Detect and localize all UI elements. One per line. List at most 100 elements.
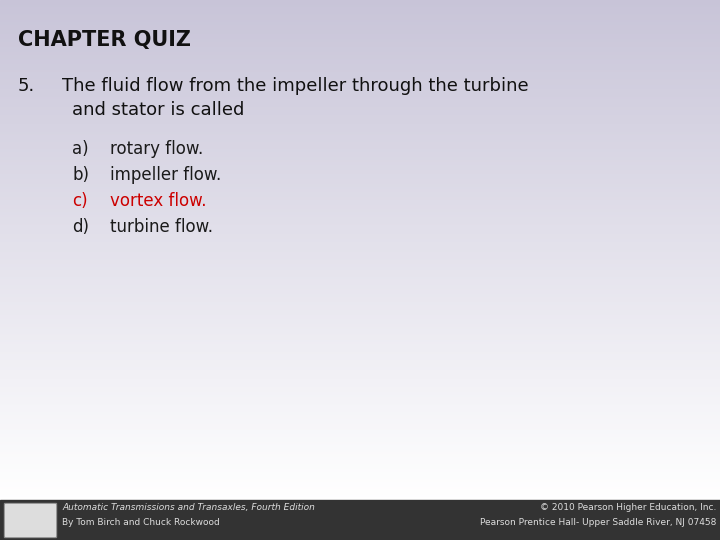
Bar — [0, 334, 720, 336]
Bar — [0, 231, 720, 233]
Bar — [0, 398, 720, 400]
Bar — [0, 440, 720, 442]
Bar — [0, 375, 720, 377]
Bar — [0, 389, 720, 392]
Bar — [0, 159, 720, 161]
Bar — [0, 248, 720, 250]
Bar — [0, 249, 720, 252]
Bar — [0, 293, 720, 295]
Bar — [0, 139, 720, 141]
Text: rotary flow.: rotary flow. — [110, 140, 203, 158]
Bar — [0, 441, 720, 443]
Bar — [0, 131, 720, 133]
Bar — [0, 98, 720, 100]
Bar — [0, 118, 720, 120]
Bar — [0, 358, 720, 360]
Text: 5.: 5. — [18, 77, 35, 95]
Bar — [0, 226, 720, 228]
Bar — [0, 265, 720, 267]
Bar — [0, 113, 720, 115]
Bar — [0, 48, 720, 50]
Bar — [0, 384, 720, 387]
Bar — [0, 153, 720, 155]
Bar — [0, 170, 720, 172]
Bar — [0, 28, 720, 30]
Bar — [0, 345, 720, 347]
Bar — [0, 294, 720, 296]
Bar — [0, 18, 720, 20]
Bar — [0, 138, 720, 140]
Bar — [0, 391, 720, 393]
Bar — [0, 150, 720, 152]
Bar — [0, 44, 720, 46]
Bar — [0, 261, 720, 264]
Bar — [0, 166, 720, 168]
Bar — [0, 146, 720, 148]
Bar — [0, 424, 720, 427]
Bar — [0, 403, 720, 405]
Bar — [0, 145, 720, 147]
Bar — [0, 404, 720, 407]
Bar — [0, 383, 720, 385]
Bar — [0, 165, 720, 167]
Bar — [0, 141, 720, 143]
Bar — [0, 480, 720, 482]
Bar — [0, 223, 720, 225]
Bar — [0, 125, 720, 127]
Bar — [0, 478, 720, 480]
Bar — [0, 388, 720, 390]
Bar — [0, 401, 720, 403]
Bar — [0, 395, 720, 397]
Bar — [0, 386, 720, 388]
Bar — [0, 346, 720, 348]
Bar — [0, 278, 720, 280]
Bar — [0, 448, 720, 450]
Bar — [0, 438, 720, 440]
Bar — [0, 213, 720, 215]
Bar — [0, 303, 720, 305]
Bar — [0, 256, 720, 258]
Bar — [0, 340, 720, 342]
Bar — [0, 71, 720, 73]
Bar — [0, 64, 720, 66]
Bar — [0, 103, 720, 105]
Bar — [0, 190, 720, 192]
Bar — [0, 466, 720, 468]
Bar — [0, 178, 720, 180]
Bar — [0, 158, 720, 160]
Bar — [0, 24, 720, 26]
Bar — [0, 238, 720, 240]
Bar — [0, 361, 720, 363]
Bar — [0, 8, 720, 10]
Bar — [0, 418, 720, 420]
Bar — [0, 210, 720, 212]
Bar — [0, 376, 720, 379]
Bar — [0, 473, 720, 475]
Bar — [0, 266, 720, 268]
Bar — [0, 286, 720, 288]
Bar — [0, 94, 720, 97]
Bar — [0, 305, 720, 307]
Bar — [0, 31, 720, 33]
Bar — [0, 208, 720, 210]
Bar — [0, 66, 720, 69]
Bar — [0, 46, 720, 49]
Bar — [0, 179, 720, 181]
Bar — [0, 331, 720, 333]
Bar — [0, 106, 720, 109]
Bar — [0, 323, 720, 325]
Bar — [0, 116, 720, 118]
Bar — [0, 13, 720, 15]
Bar — [0, 241, 720, 244]
Bar — [0, 475, 720, 477]
Bar — [0, 396, 720, 399]
Bar — [0, 176, 720, 178]
Bar — [0, 489, 720, 491]
Bar — [0, 21, 720, 23]
Bar — [0, 461, 720, 463]
Bar — [0, 348, 720, 350]
Bar — [0, 211, 720, 213]
Bar — [0, 413, 720, 415]
Bar — [0, 236, 720, 238]
Bar — [0, 194, 720, 197]
